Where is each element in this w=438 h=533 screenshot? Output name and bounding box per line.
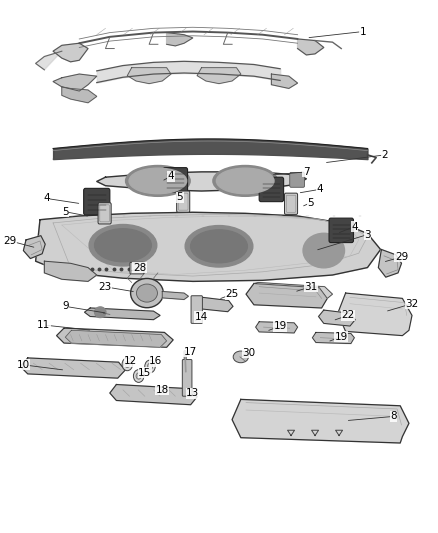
Polygon shape (35, 51, 62, 70)
Ellipse shape (95, 307, 106, 318)
Text: 17: 17 (184, 346, 197, 357)
FancyBboxPatch shape (130, 262, 144, 274)
Circle shape (148, 364, 152, 369)
Text: 5: 5 (62, 207, 69, 217)
Circle shape (122, 358, 133, 370)
Polygon shape (378, 249, 402, 277)
Ellipse shape (303, 233, 345, 268)
Text: 18: 18 (155, 385, 169, 395)
Text: 7: 7 (303, 167, 310, 177)
Text: 23: 23 (98, 282, 111, 292)
Ellipse shape (129, 168, 187, 193)
FancyBboxPatch shape (177, 191, 190, 212)
Text: 28: 28 (133, 263, 146, 272)
Polygon shape (254, 282, 332, 298)
Ellipse shape (126, 165, 190, 196)
Text: 4: 4 (351, 222, 358, 232)
Polygon shape (162, 292, 188, 300)
Polygon shape (232, 399, 409, 443)
FancyBboxPatch shape (259, 177, 284, 201)
FancyBboxPatch shape (191, 296, 202, 324)
Text: 29: 29 (395, 252, 408, 262)
FancyBboxPatch shape (163, 167, 187, 192)
Text: 5: 5 (177, 192, 183, 203)
Polygon shape (256, 322, 297, 333)
Polygon shape (110, 384, 197, 405)
FancyBboxPatch shape (182, 360, 192, 396)
Polygon shape (35, 212, 381, 281)
Ellipse shape (185, 225, 253, 267)
Text: 29: 29 (4, 236, 17, 246)
Text: 3: 3 (364, 230, 371, 240)
Text: 4: 4 (168, 171, 174, 181)
Polygon shape (297, 39, 324, 55)
FancyBboxPatch shape (98, 203, 111, 224)
Circle shape (136, 373, 141, 379)
Polygon shape (23, 236, 45, 259)
Ellipse shape (131, 278, 163, 308)
FancyBboxPatch shape (290, 172, 304, 187)
Text: 15: 15 (138, 368, 152, 378)
Ellipse shape (89, 224, 157, 266)
Polygon shape (53, 74, 97, 91)
Text: 9: 9 (62, 301, 69, 311)
Ellipse shape (191, 230, 247, 263)
Text: 19: 19 (335, 332, 348, 342)
Polygon shape (197, 297, 233, 312)
Polygon shape (166, 33, 193, 46)
FancyBboxPatch shape (84, 188, 110, 215)
Text: 12: 12 (124, 356, 138, 366)
Text: 19: 19 (273, 321, 287, 331)
Polygon shape (85, 308, 160, 320)
Ellipse shape (95, 229, 151, 262)
Polygon shape (127, 68, 171, 84)
Ellipse shape (213, 165, 278, 196)
Ellipse shape (216, 168, 274, 193)
Text: 11: 11 (37, 320, 50, 330)
Polygon shape (62, 87, 97, 103)
Polygon shape (312, 333, 354, 344)
Polygon shape (44, 261, 97, 281)
Text: 10: 10 (17, 360, 30, 370)
Polygon shape (197, 68, 241, 84)
Polygon shape (338, 293, 412, 336)
Text: 4: 4 (316, 184, 323, 195)
Polygon shape (57, 328, 173, 348)
FancyBboxPatch shape (285, 193, 297, 214)
Text: 1: 1 (360, 27, 367, 37)
Text: 30: 30 (242, 348, 255, 358)
FancyBboxPatch shape (329, 218, 353, 243)
Text: 2: 2 (381, 150, 388, 160)
Text: 16: 16 (149, 356, 162, 366)
Polygon shape (97, 172, 306, 191)
Ellipse shape (233, 351, 248, 363)
Polygon shape (318, 310, 355, 326)
Polygon shape (65, 330, 166, 348)
Text: 22: 22 (341, 310, 354, 320)
Polygon shape (272, 74, 297, 88)
Polygon shape (246, 284, 327, 308)
Text: 31: 31 (304, 282, 317, 292)
Text: 8: 8 (390, 411, 397, 422)
Text: 5: 5 (307, 198, 314, 208)
Text: 25: 25 (226, 289, 239, 299)
Polygon shape (53, 43, 88, 62)
Circle shape (145, 360, 155, 373)
Polygon shape (20, 358, 125, 378)
Text: 4: 4 (43, 193, 50, 204)
Circle shape (134, 369, 144, 382)
Text: 14: 14 (195, 312, 208, 322)
Text: 32: 32 (405, 298, 419, 309)
Text: 13: 13 (186, 388, 199, 398)
Ellipse shape (137, 284, 157, 302)
Circle shape (125, 361, 130, 368)
